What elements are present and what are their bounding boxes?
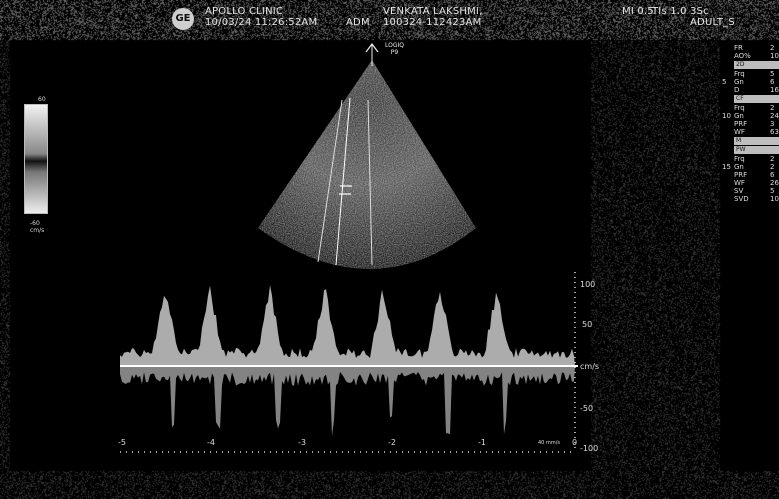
param-label: PRF: [734, 171, 748, 179]
param-row: Frq 5: [722, 70, 779, 78]
param-section-m: M: [734, 137, 779, 145]
param-label: Frq: [734, 104, 745, 112]
param-value: 5: [770, 187, 775, 195]
color-bar-min: -60 cm/s: [30, 220, 45, 234]
param-value: 24: [770, 112, 779, 120]
color-bar-max: 60: [38, 96, 46, 103]
param-label: WF: [734, 179, 745, 187]
param-label: Frq: [734, 155, 745, 163]
doppler-waveform-negative: [120, 366, 575, 436]
velocity-tick-neg50: -50: [580, 404, 594, 413]
velocity-tick-100: 100: [580, 280, 596, 289]
param-value: 16: [770, 86, 779, 94]
param-value: 26: [770, 179, 779, 187]
orientation-marker: [365, 43, 379, 53]
preset-name: ADULT_S: [690, 17, 735, 28]
param-value: 10: [770, 195, 779, 203]
color-velocity-bar: [24, 104, 48, 214]
depth-marker: 15: [722, 163, 731, 171]
patient-info: VENKATA LAKSHMI, 100324-112423AM: [383, 6, 482, 28]
velocity-unit: cm/s: [580, 362, 600, 371]
sweep-speed: 40 mm/s: [538, 440, 560, 446]
operator: ADM: [346, 17, 370, 28]
param-row: 15 Gn 2: [722, 163, 779, 171]
time-tick-5: -5: [118, 438, 126, 447]
param-value: 10: [770, 52, 779, 60]
velocity-tick-neg100: -100: [580, 444, 599, 453]
velocity-tick-50: 50: [582, 320, 593, 329]
param-value: 2: [770, 163, 775, 171]
param-label: D: [734, 86, 740, 94]
ge-logo: GE: [172, 8, 194, 30]
param-label: WF: [734, 128, 745, 136]
time-tick-1: -1: [478, 438, 486, 447]
param-section-pw: PW: [734, 146, 779, 154]
param-value: 5: [770, 70, 775, 78]
param-label: FR: [734, 44, 743, 52]
param-row: PRF 6: [722, 171, 779, 179]
param-label: Frq: [734, 70, 745, 78]
probe-label: LOGIQ P9: [385, 42, 404, 56]
patient-name: VENKATA LAKSHMI,: [383, 6, 483, 17]
param-label: Gn: [734, 163, 744, 171]
param-row: SVD 10: [722, 195, 779, 203]
param-row: 10 Gn 24: [722, 112, 779, 120]
clinic-name: APOLLO CLINIC: [205, 6, 284, 17]
param-value: 6: [770, 171, 775, 179]
probe-code: 3Sc: [690, 6, 709, 17]
param-row: AO% 10: [722, 52, 779, 60]
param-row: WF 26: [722, 179, 779, 187]
param-value: 6: [770, 78, 775, 86]
depth-marker: 5: [722, 78, 727, 86]
param-value: 2: [770, 104, 775, 112]
param-row: Frq 2: [722, 155, 779, 163]
doppler-waveform-positive: [120, 285, 575, 366]
param-row: D 16: [722, 86, 779, 94]
tis-index: TIs 1.0: [652, 6, 687, 17]
param-row: FR 2: [722, 44, 779, 52]
param-section-cf: CF: [734, 95, 779, 103]
exam-datetime: 10/03/24 11:26:52AM: [205, 17, 318, 28]
color-box-left: [317, 99, 343, 263]
depth-marker: 10: [722, 112, 731, 120]
param-row: 5 Gn 6: [722, 78, 779, 86]
param-label: SV: [734, 187, 744, 195]
doppler-region: [120, 272, 578, 453]
param-row: WF 63: [722, 128, 779, 136]
param-value: 63: [770, 128, 779, 136]
param-value: 2: [770, 44, 775, 52]
param-label: PRF: [734, 120, 748, 128]
time-tick-4: -4: [207, 438, 215, 447]
doppler-cursor-line[interactable]: [335, 97, 351, 266]
param-row: SV 5: [722, 187, 779, 195]
patient-id: 100324-112423AM: [383, 17, 482, 28]
param-section-2d: 2D: [734, 61, 779, 69]
param-row: PRF 3: [722, 120, 779, 128]
clinic-info: APOLLO CLINIC 10/03/24 11:26:52AM: [205, 6, 317, 28]
time-tick-0: 0: [572, 438, 578, 447]
param-row: Frq 2: [722, 104, 779, 112]
param-value: 3: [770, 120, 775, 128]
probe-preset: 3Sc ADULT_S: [690, 6, 735, 28]
mi-index: MI 0.5: [622, 6, 654, 17]
param-value: 2: [770, 155, 775, 163]
parameter-panel: FR 2 AO% 10 2D Frq 5 5 Gn 6 D 16 CF Frq 2 10 Gn 24 PRF 3 WF 6…: [722, 44, 779, 203]
param-label: AO%: [734, 52, 751, 60]
time-tick-2: -2: [388, 438, 396, 447]
color-box-right: [367, 99, 373, 266]
param-label: Gn: [734, 112, 744, 120]
param-label: Gn: [734, 78, 744, 86]
time-tick-3: -3: [298, 438, 306, 447]
param-label: SVD: [734, 195, 749, 203]
